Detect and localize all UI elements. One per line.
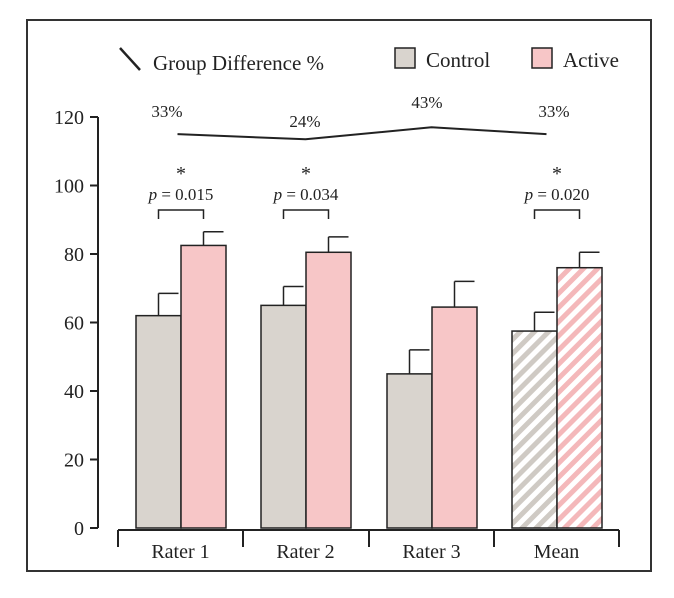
p-value-label: p = 0.015 bbox=[148, 185, 214, 204]
y-tick-label: 80 bbox=[64, 244, 84, 266]
legend: Group Difference % Control Active bbox=[119, 47, 619, 75]
legend-swatch-control bbox=[394, 47, 416, 69]
bar bbox=[305, 251, 352, 529]
y-tick-label: 20 bbox=[64, 450, 84, 472]
x-tick-label: Mean bbox=[534, 541, 580, 563]
chart-frame bbox=[26, 19, 652, 572]
significance-bracket bbox=[282, 209, 330, 219]
bar bbox=[511, 330, 558, 529]
p-value-number: = 0.015 bbox=[157, 185, 213, 204]
p-value-label: p = 0.034 bbox=[273, 185, 339, 204]
p-value-number: = 0.020 bbox=[533, 185, 589, 204]
x-tick-label: Rater 3 bbox=[402, 541, 460, 563]
group-difference-label: 33% bbox=[151, 102, 182, 121]
axes: 0 20 40 60 80 100 120 Rater 1 Rater 2 Rater 3 Mean bbox=[54, 107, 620, 563]
bar bbox=[431, 306, 478, 529]
group-difference-label: 24% bbox=[289, 112, 320, 131]
x-tick-label: Rater 2 bbox=[276, 541, 334, 563]
x-tick-label: Rater 1 bbox=[151, 541, 209, 563]
p-value-label: p = 0.020 bbox=[524, 185, 590, 204]
bar bbox=[556, 266, 603, 529]
significance-bracket bbox=[157, 209, 205, 219]
p-value-symbol: p bbox=[273, 185, 283, 204]
legend-label-active: Active bbox=[563, 48, 619, 72]
y-tick-label: 40 bbox=[64, 381, 84, 403]
y-tick-label: 100 bbox=[54, 176, 84, 198]
p-value-symbol: p bbox=[148, 185, 158, 204]
significance-star: * bbox=[552, 163, 562, 185]
bar bbox=[260, 304, 307, 529]
bar bbox=[386, 373, 433, 529]
y-tick-label: 120 bbox=[54, 107, 84, 129]
significance-star: * bbox=[176, 163, 186, 185]
annotations: 33%24%43% 33%*p = 0.015*p = 0.034*p = 0.0… bbox=[148, 93, 590, 219]
group-difference-label: 33% bbox=[538, 102, 569, 121]
legend-label-group-difference: Group Difference % bbox=[153, 51, 324, 75]
significance-star: * bbox=[301, 163, 311, 185]
p-value-number: = 0.034 bbox=[282, 185, 339, 204]
bars bbox=[135, 230, 603, 529]
bar bbox=[180, 244, 227, 529]
group-difference-line bbox=[177, 126, 547, 141]
y-tick-label: 60 bbox=[64, 313, 84, 335]
legend-swatch-active bbox=[531, 47, 553, 69]
legend-line-icon bbox=[119, 47, 141, 71]
y-tick-label: 0 bbox=[74, 518, 84, 540]
significance-bracket bbox=[533, 209, 581, 219]
p-value-symbol: p bbox=[524, 185, 534, 204]
legend-label-control: Control bbox=[426, 48, 490, 72]
bar bbox=[135, 314, 182, 529]
group-difference-label: 43% bbox=[411, 93, 442, 112]
